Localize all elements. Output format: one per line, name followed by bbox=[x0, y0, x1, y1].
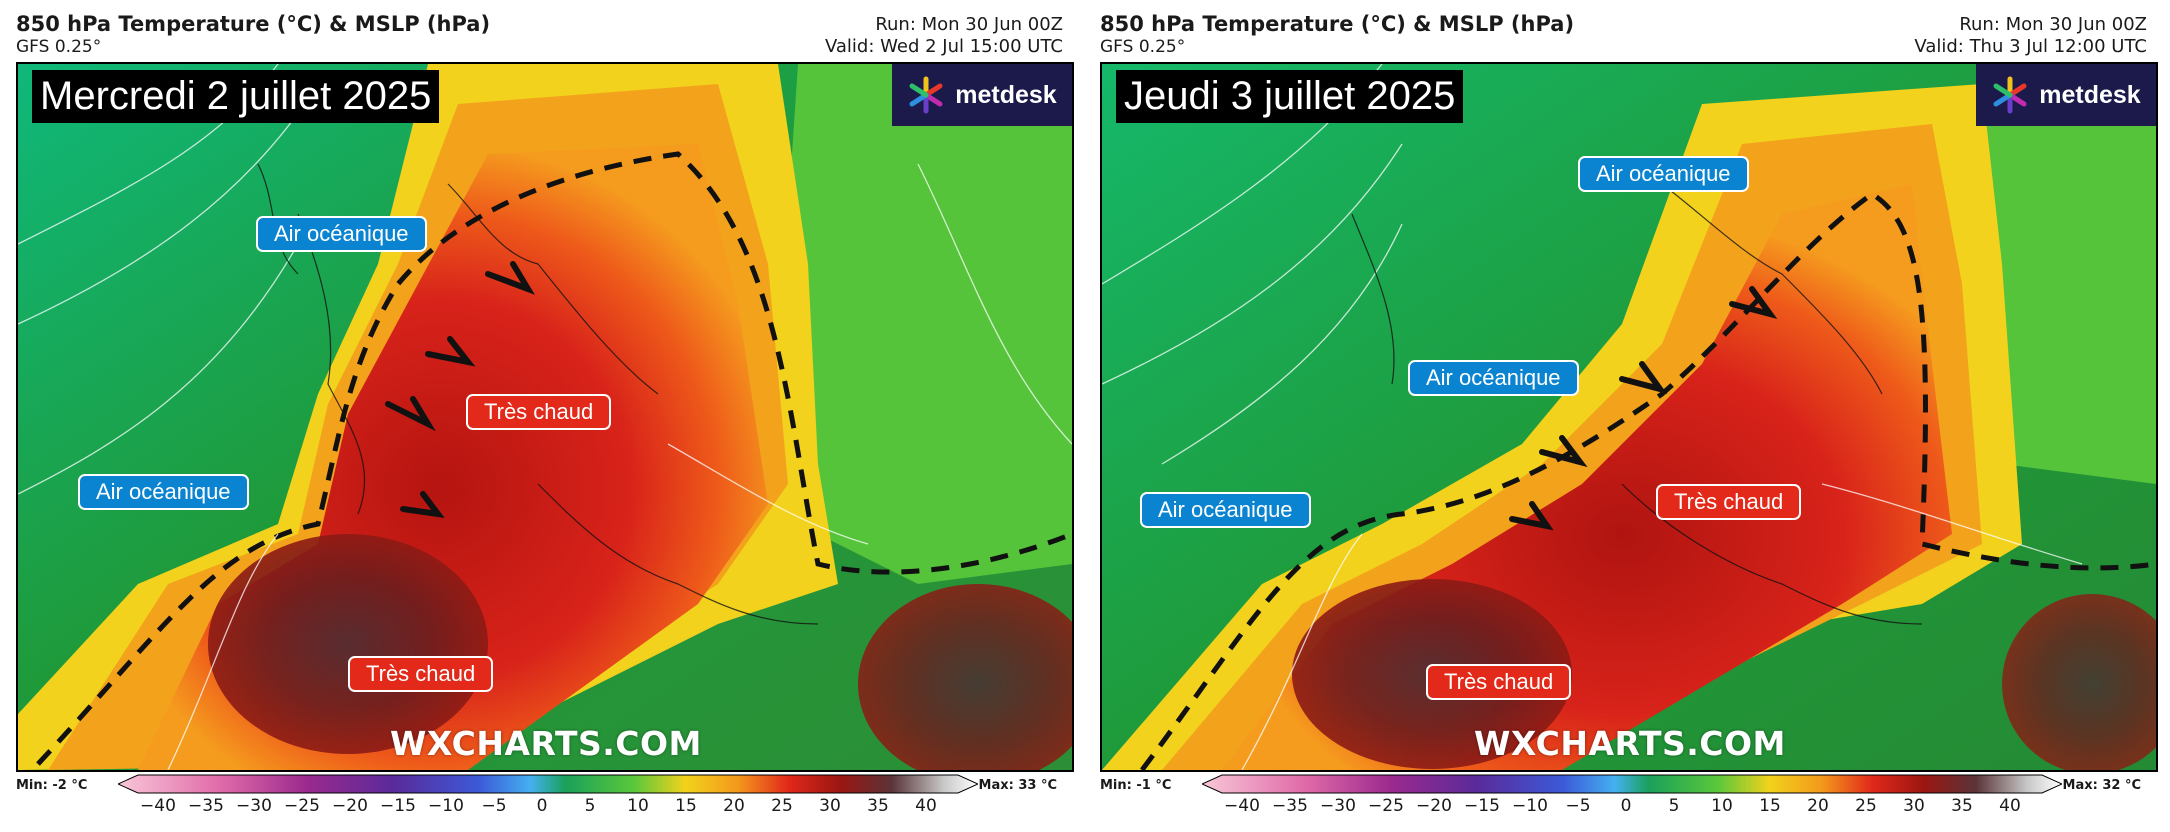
colorbar-tick: −30 bbox=[1320, 796, 1356, 816]
very-hot-label: Très chaud bbox=[1426, 664, 1572, 700]
metdesk-logo-text: metdesk bbox=[2039, 80, 2141, 109]
colorbar-tick: 20 bbox=[723, 796, 745, 816]
ocean-air-label: Air océanique bbox=[1578, 156, 1749, 192]
metdesk-logo-icon bbox=[907, 76, 945, 114]
colorbar-tick: 15 bbox=[1759, 796, 1781, 816]
ocean-air-label: Air océanique bbox=[78, 474, 249, 510]
colorbar-tick: −25 bbox=[1368, 796, 1404, 816]
colorbar-tick: −15 bbox=[1464, 796, 1500, 816]
colorbar-tick: 5 bbox=[584, 796, 596, 816]
metdesk-logo-icon bbox=[1991, 76, 2029, 114]
chart-title: 850 hPa Temperature (°C) & MSLP (hPa) bbox=[16, 12, 491, 36]
temperature-map: Mercredi 2 juillet 2025 metdesk Air océa… bbox=[16, 62, 1074, 772]
run-label: Run: Mon 30 Jun 00Z bbox=[875, 14, 1063, 35]
min-temp-label: Min: -2 °C bbox=[16, 778, 88, 793]
colorbar-tick: 15 bbox=[675, 796, 697, 816]
valid-label: Valid: Wed 2 Jul 15:00 UTC bbox=[824, 36, 1063, 57]
colorbar-tick: −35 bbox=[1272, 796, 1308, 816]
colorbar-tick: 40 bbox=[1999, 796, 2021, 816]
colorbar-tick: 0 bbox=[1620, 796, 1632, 816]
colorbar-gradient bbox=[1202, 774, 2062, 794]
colorbar-tick: −20 bbox=[1416, 796, 1452, 816]
colorbar-tick: −5 bbox=[481, 796, 507, 816]
very-hot-label: Très chaud bbox=[348, 656, 494, 692]
temperature-colorbar: Min: -1 °C bbox=[1094, 770, 2159, 830]
max-temp-label: Max: 32 °C bbox=[2062, 778, 2141, 793]
colorbar-tick: 10 bbox=[627, 796, 649, 816]
colorbar-tick: −20 bbox=[332, 796, 368, 816]
colorbar-gradient bbox=[118, 774, 978, 794]
colorbar-tick: 25 bbox=[1855, 796, 1877, 816]
ocean-air-label: Air océanique bbox=[1408, 360, 1579, 396]
temperature-map: Jeudi 3 juillet 2025 metdesk Air océaniq… bbox=[1100, 62, 2158, 772]
min-temp-label: Min: -1 °C bbox=[1100, 778, 1172, 793]
very-hot-label: Très chaud bbox=[466, 394, 612, 430]
colorbar-tick: −10 bbox=[428, 796, 464, 816]
metdesk-logo: metdesk bbox=[1976, 64, 2156, 126]
ocean-air-label: Air océanique bbox=[1140, 492, 1311, 528]
colorbar-tick: −25 bbox=[284, 796, 320, 816]
colorbar-tick: −35 bbox=[188, 796, 224, 816]
max-temp-label: Max: 33 °C bbox=[978, 778, 1057, 793]
map-field-svg bbox=[18, 64, 1072, 770]
colorbar-tick: 0 bbox=[536, 796, 548, 816]
colorbar-tick: 5 bbox=[1668, 796, 1680, 816]
colorbar-tick: 20 bbox=[1807, 796, 1829, 816]
map-panel-wed: 850 hPa Temperature (°C) & MSLP (hPa) GF… bbox=[10, 0, 1075, 832]
colorbar-tick: 10 bbox=[1711, 796, 1733, 816]
colorbar-tick: 35 bbox=[867, 796, 889, 816]
chart-title: 850 hPa Temperature (°C) & MSLP (hPa) bbox=[1100, 12, 1575, 36]
ocean-air-label: Air océanique bbox=[256, 216, 427, 252]
temperature-colorbar: Min: -2 °C bbox=[10, 770, 1075, 830]
colorbar-tick: 35 bbox=[1951, 796, 1973, 816]
colorbar-tick: −40 bbox=[140, 796, 176, 816]
wxcharts-watermark: WXCHARTS.COM bbox=[390, 724, 702, 763]
colorbar-tick: −40 bbox=[1224, 796, 1260, 816]
colorbar-tick: −30 bbox=[236, 796, 272, 816]
metdesk-logo-text: metdesk bbox=[955, 80, 1057, 109]
colorbar-tick: 30 bbox=[1903, 796, 1925, 816]
run-label: Run: Mon 30 Jun 00Z bbox=[1959, 14, 2147, 35]
model-label: GFS 0.25° bbox=[16, 37, 102, 57]
map-panel-thu: 850 hPa Temperature (°C) & MSLP (hPa) GF… bbox=[1094, 0, 2159, 832]
very-hot-label: Très chaud bbox=[1656, 484, 1802, 520]
colorbar-tick: 30 bbox=[819, 796, 841, 816]
model-label: GFS 0.25° bbox=[1100, 37, 1186, 57]
date-label: Mercredi 2 juillet 2025 bbox=[32, 70, 440, 123]
colorbar-tick: 40 bbox=[915, 796, 937, 816]
colorbar-tick: −15 bbox=[380, 796, 416, 816]
date-label: Jeudi 3 juillet 2025 bbox=[1116, 70, 1464, 123]
valid-label: Valid: Thu 3 Jul 12:00 UTC bbox=[1914, 36, 2147, 57]
metdesk-logo: metdesk bbox=[892, 64, 1072, 126]
colorbar-tick: 25 bbox=[771, 796, 793, 816]
colorbar-tick: −10 bbox=[1512, 796, 1548, 816]
wxcharts-watermark: WXCHARTS.COM bbox=[1474, 724, 1786, 763]
colorbar-tick: −5 bbox=[1565, 796, 1591, 816]
